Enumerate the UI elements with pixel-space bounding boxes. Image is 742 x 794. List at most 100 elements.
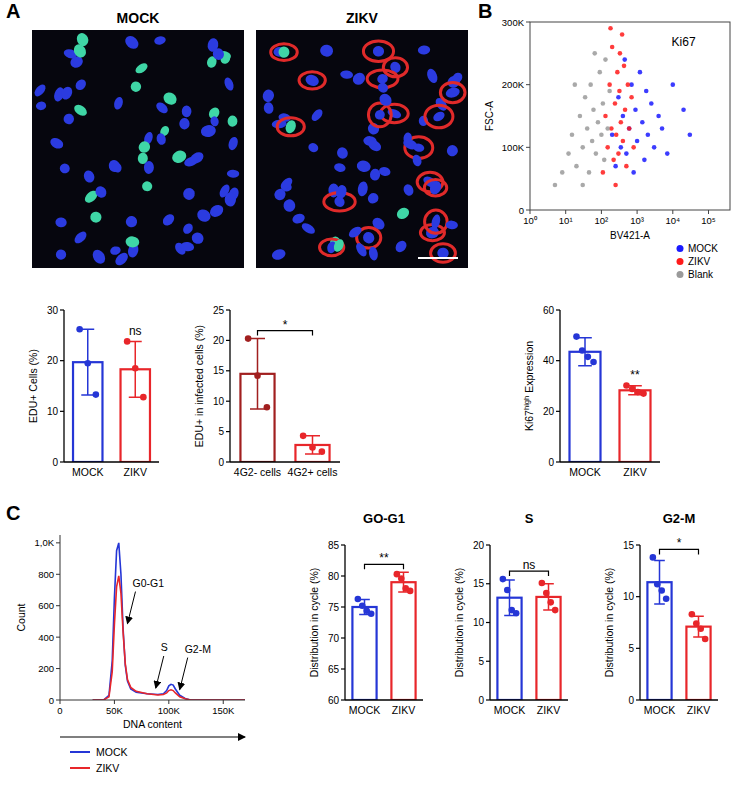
- tick: [114, 700, 115, 704]
- point: [601, 101, 606, 106]
- nucleus: [183, 155, 199, 168]
- tick-label: 0: [49, 695, 54, 706]
- point: [560, 170, 565, 175]
- point: [566, 151, 571, 156]
- point: [590, 359, 597, 366]
- bar-chart: 0102030MOCKZIKVnsEDU+ Cells (%): [27, 305, 159, 479]
- nucleus: [227, 136, 239, 152]
- point: [513, 610, 520, 617]
- tick: [526, 147, 530, 148]
- tick-label: 10¹: [559, 215, 573, 226]
- point: [608, 26, 613, 31]
- nucleus: [155, 132, 167, 146]
- tick-label: 5: [628, 643, 634, 654]
- nucleus: [63, 113, 75, 126]
- nucleus: [263, 102, 274, 115]
- tick-label: 30: [47, 305, 59, 316]
- tick-label: 80: [328, 571, 340, 582]
- point: [355, 596, 362, 603]
- x-axis: [230, 461, 340, 462]
- tick: [168, 700, 169, 704]
- nucleus: [161, 90, 179, 107]
- point: [626, 82, 631, 87]
- line-chart: 050K100K150K02004006008001,0KG0-G1SG2-MD…: [15, 535, 245, 774]
- error-bar: [693, 616, 704, 637]
- tick: [56, 637, 60, 638]
- error-bar: [359, 600, 370, 615]
- point: [319, 448, 326, 455]
- marks: [240, 335, 329, 462]
- panel-letter: B: [478, 0, 492, 22]
- nucleus: [425, 67, 439, 84]
- nucleus: [446, 220, 459, 229]
- point: [613, 183, 618, 188]
- nucleus: [182, 186, 197, 201]
- nucleus: [190, 230, 206, 246]
- nucleus: [125, 236, 140, 249]
- image-panel: MOCK: [32, 10, 244, 268]
- legend-label: ZIKV: [688, 256, 711, 267]
- point: [693, 620, 700, 627]
- x-axis: [345, 699, 423, 700]
- point: [650, 554, 657, 561]
- point: [607, 82, 612, 87]
- nucleus: [227, 169, 240, 178]
- axis-title: FSC-A: [484, 101, 495, 131]
- nucleus: [445, 86, 461, 99]
- point: [622, 57, 627, 62]
- point: [616, 151, 621, 156]
- axis-title: DNA content: [123, 718, 182, 730]
- nucleus: [304, 73, 321, 88]
- infected-cell: [440, 83, 465, 103]
- annotation-arrow: [156, 656, 164, 688]
- point: [93, 391, 100, 398]
- error-bar: [578, 338, 592, 366]
- point: [603, 57, 608, 62]
- tick-label: 25: [213, 305, 225, 316]
- tick-label: 0: [57, 705, 62, 716]
- nucleus: [90, 211, 102, 223]
- point: [649, 101, 654, 106]
- nucleus: [347, 225, 364, 240]
- point: [596, 120, 601, 125]
- tick-label: 0: [548, 457, 554, 468]
- point: [580, 145, 585, 150]
- tick: [530, 210, 531, 214]
- nucleus: [153, 35, 166, 46]
- point: [504, 587, 511, 594]
- series-line: [93, 543, 245, 700]
- nucleus: [71, 42, 88, 60]
- point: [543, 590, 550, 597]
- point: [658, 587, 665, 594]
- point: [599, 133, 604, 138]
- point: [627, 126, 632, 131]
- tick-label: 0: [52, 457, 58, 468]
- nucleus: [335, 184, 349, 200]
- point: [124, 338, 131, 345]
- point: [624, 151, 629, 156]
- nucleus: [90, 247, 107, 266]
- significance: **: [630, 368, 640, 382]
- text-part: Expression: [523, 341, 535, 396]
- tick-label: 65: [328, 664, 340, 675]
- point: [407, 588, 414, 595]
- point: [603, 114, 608, 119]
- tick: [526, 84, 530, 85]
- point: [605, 145, 610, 150]
- nucleus: [350, 70, 367, 87]
- tick-label: 300K: [502, 17, 525, 28]
- nucleus: [180, 241, 195, 252]
- point: [624, 164, 629, 169]
- nucleus: [403, 132, 413, 144]
- significance: ns: [523, 558, 536, 572]
- tick-label: 20: [543, 406, 555, 417]
- nucleus: [124, 214, 140, 230]
- infected-cell: [368, 103, 391, 127]
- panel-letter: C: [6, 502, 20, 524]
- nucleus: [72, 229, 88, 245]
- marks: [352, 571, 415, 700]
- tick-label: 10⁴: [665, 215, 680, 226]
- nucleus: [411, 154, 422, 168]
- point: [665, 151, 670, 156]
- point: [618, 51, 623, 56]
